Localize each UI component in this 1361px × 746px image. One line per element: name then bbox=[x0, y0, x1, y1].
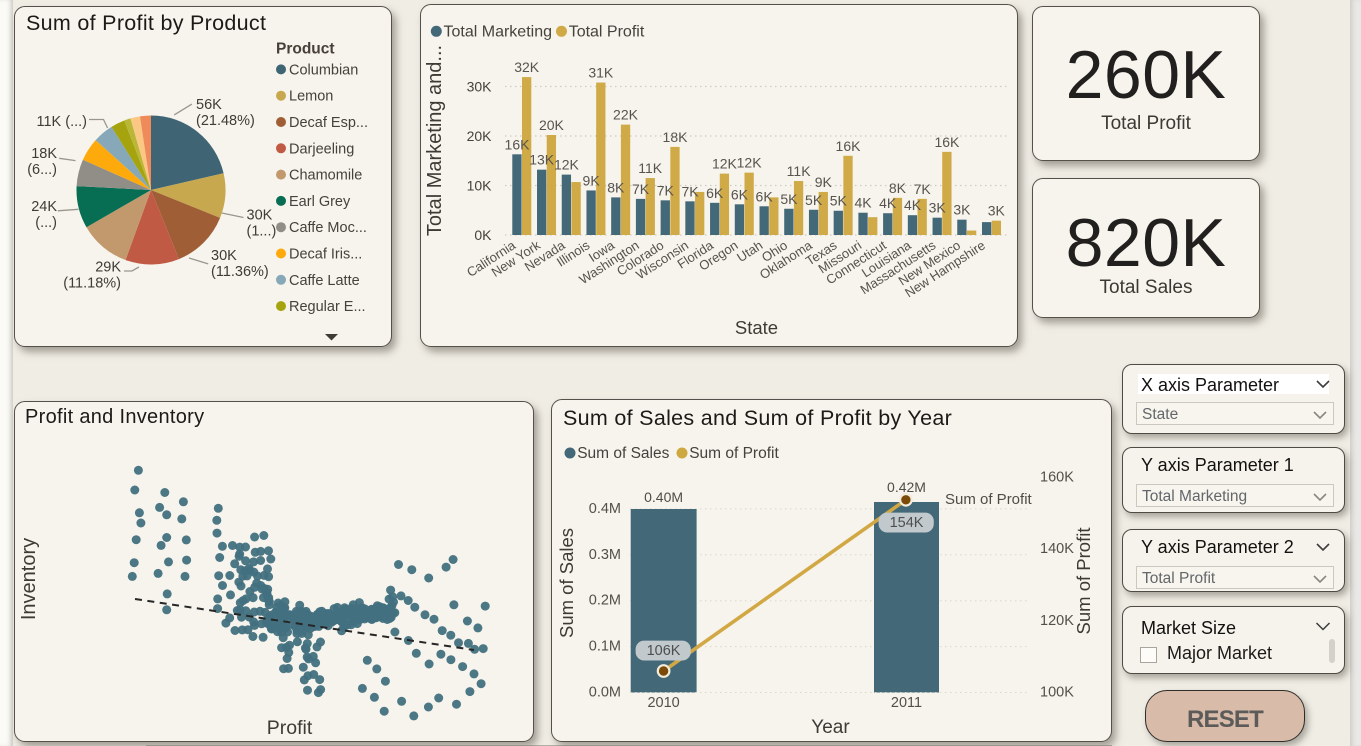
svg-text:31K: 31K bbox=[588, 65, 614, 81]
svg-text:6K: 6K bbox=[706, 185, 724, 201]
svg-text:20K: 20K bbox=[467, 128, 493, 144]
svg-text:(6...): (6...) bbox=[27, 162, 57, 178]
svg-text:Sum of Sales: Sum of Sales bbox=[577, 445, 669, 462]
svg-text:120K: 120K bbox=[1040, 613, 1074, 629]
svg-text:16K: 16K bbox=[836, 138, 862, 154]
svg-text:Sum of Profit: Sum of Profit bbox=[1073, 528, 1094, 635]
svg-text:(1...): (1...) bbox=[247, 224, 277, 240]
svg-text:100K: 100K bbox=[1040, 685, 1074, 701]
svg-text:(11.36%): (11.36%) bbox=[211, 264, 269, 280]
svg-text:5K: 5K bbox=[780, 191, 798, 207]
svg-text:6K: 6K bbox=[731, 186, 749, 202]
svg-text:18K: 18K bbox=[31, 146, 57, 162]
svg-text:0.0M: 0.0M bbox=[589, 685, 621, 701]
svg-text:Total Profit: Total Profit bbox=[569, 24, 645, 41]
svg-text:0.3M: 0.3M bbox=[589, 547, 621, 563]
svg-text:Chamomile: Chamomile bbox=[289, 168, 362, 184]
svg-text:0K: 0K bbox=[474, 227, 492, 243]
svg-text:Total Marketing: Total Marketing bbox=[444, 24, 553, 41]
svg-text:11K: 11K bbox=[787, 163, 812, 179]
svg-text:Decaf Iris...: Decaf Iris... bbox=[289, 247, 362, 263]
svg-text:0.42M: 0.42M bbox=[887, 479, 926, 495]
svg-text:12K: 12K bbox=[712, 156, 738, 172]
svg-text:Sum of Sales: Sum of Sales bbox=[556, 528, 577, 638]
svg-text:Caffe Moc...: Caffe Moc... bbox=[289, 220, 367, 236]
svg-text:5K: 5K bbox=[830, 193, 848, 209]
svg-text:7K: 7K bbox=[681, 183, 699, 199]
svg-text:30K: 30K bbox=[467, 79, 493, 95]
svg-text:Decaf Esp...: Decaf Esp... bbox=[289, 115, 368, 131]
svg-text:2011: 2011 bbox=[891, 695, 922, 711]
svg-text:106K: 106K bbox=[647, 643, 681, 659]
svg-text:6K: 6K bbox=[756, 188, 774, 204]
svg-text:29K: 29K bbox=[95, 260, 121, 276]
svg-text:Year: Year bbox=[811, 717, 850, 738]
svg-text:4K: 4K bbox=[854, 195, 872, 211]
svg-text:7K: 7K bbox=[914, 181, 932, 197]
svg-text:22K: 22K bbox=[613, 107, 639, 123]
svg-text:Lemon: Lemon bbox=[289, 89, 333, 105]
svg-text:24K: 24K bbox=[31, 199, 57, 215]
svg-text:(11.18%): (11.18%) bbox=[63, 276, 121, 292]
svg-text:(21.48%): (21.48%) bbox=[196, 113, 255, 129]
svg-text:State: State bbox=[735, 317, 778, 338]
svg-text:Sum of Profit: Sum of Profit bbox=[689, 445, 779, 462]
svg-text:5K: 5K bbox=[805, 192, 823, 208]
svg-text:Columbian: Columbian bbox=[289, 62, 358, 78]
svg-text:0.1M: 0.1M bbox=[589, 639, 621, 655]
svg-text:154K: 154K bbox=[890, 515, 924, 531]
svg-text:0.40M: 0.40M bbox=[644, 489, 683, 505]
svg-text:(...): (...) bbox=[35, 215, 57, 231]
svg-text:3K: 3K bbox=[953, 202, 971, 218]
svg-text:8K: 8K bbox=[889, 180, 907, 196]
svg-text:Sum of Profit: Sum of Profit bbox=[945, 491, 1033, 508]
svg-text:11K (...): 11K (...) bbox=[37, 114, 88, 130]
svg-text:Inventory: Inventory bbox=[18, 538, 40, 620]
svg-text:Caffe Latte: Caffe Latte bbox=[289, 273, 360, 289]
svg-text:Total Marketing and...: Total Marketing and... bbox=[424, 45, 446, 236]
svg-text:3K: 3K bbox=[929, 200, 947, 216]
svg-text:16K: 16K bbox=[505, 136, 531, 152]
svg-text:32K: 32K bbox=[514, 59, 540, 75]
svg-text:13K: 13K bbox=[529, 152, 555, 168]
svg-text:Darjeeling: Darjeeling bbox=[289, 141, 354, 157]
svg-text:8K: 8K bbox=[607, 179, 625, 195]
svg-text:16K: 16K bbox=[934, 134, 960, 150]
svg-text:7K: 7K bbox=[632, 181, 650, 197]
svg-text:56K: 56K bbox=[196, 97, 222, 113]
svg-text:30K: 30K bbox=[211, 248, 237, 264]
svg-text:140K: 140K bbox=[1040, 541, 1074, 557]
svg-text:Regular E...: Regular E... bbox=[289, 299, 366, 315]
svg-text:0.2M: 0.2M bbox=[589, 593, 621, 609]
svg-text:11K: 11K bbox=[638, 160, 663, 176]
svg-text:9K: 9K bbox=[583, 172, 601, 188]
svg-text:4K: 4K bbox=[904, 197, 922, 213]
svg-text:4K: 4K bbox=[879, 195, 897, 211]
svg-text:Earl Grey: Earl Grey bbox=[289, 194, 351, 210]
svg-text:0.4M: 0.4M bbox=[589, 501, 621, 517]
svg-text:12K: 12K bbox=[554, 157, 580, 173]
svg-text:Product: Product bbox=[276, 41, 335, 58]
svg-text:10K: 10K bbox=[467, 178, 493, 194]
svg-text:9K: 9K bbox=[815, 174, 833, 190]
svg-text:3K: 3K bbox=[988, 203, 1006, 219]
svg-text:160K: 160K bbox=[1040, 469, 1074, 485]
svg-text:20K: 20K bbox=[539, 117, 565, 133]
svg-text:30K: 30K bbox=[247, 208, 273, 224]
svg-text:Profit: Profit bbox=[267, 717, 313, 739]
svg-text:12K: 12K bbox=[737, 155, 763, 171]
svg-text:2010: 2010 bbox=[647, 695, 679, 711]
svg-text:7K: 7K bbox=[657, 182, 675, 198]
svg-text:18K: 18K bbox=[663, 129, 689, 145]
